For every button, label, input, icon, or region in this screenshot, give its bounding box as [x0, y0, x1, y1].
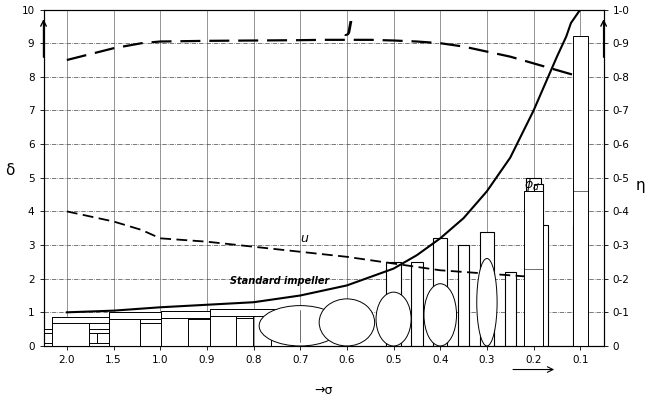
Bar	[527, 178, 541, 346]
Bar	[210, 309, 236, 346]
Bar	[505, 272, 516, 346]
Bar	[433, 238, 447, 346]
Bar	[538, 225, 547, 346]
Bar	[0, 343, 135, 346]
Bar	[161, 311, 188, 346]
Bar	[210, 309, 298, 316]
Bar	[138, 318, 175, 346]
Bar	[181, 312, 212, 346]
Bar	[0, 329, 37, 346]
Text: Standard impeller: Standard impeller	[230, 276, 329, 286]
Ellipse shape	[424, 284, 456, 346]
Bar	[480, 232, 494, 346]
Bar	[534, 185, 543, 346]
Ellipse shape	[477, 258, 497, 346]
Bar	[109, 312, 212, 319]
Bar	[524, 191, 543, 346]
Bar	[52, 318, 89, 346]
Bar	[573, 225, 587, 346]
Text: $\phi_d$: $\phi_d$	[524, 176, 540, 193]
Y-axis label: δ: δ	[6, 163, 15, 178]
Bar	[458, 245, 469, 346]
Bar	[387, 262, 401, 346]
Y-axis label: η: η	[636, 178, 645, 193]
Bar	[411, 262, 422, 346]
Bar	[271, 309, 298, 346]
Bar	[573, 36, 588, 346]
Bar	[225, 311, 253, 346]
Bar	[161, 311, 253, 318]
Bar	[96, 329, 135, 346]
X-axis label: →σ: →σ	[314, 384, 333, 397]
Text: u: u	[300, 232, 308, 245]
Bar	[109, 312, 140, 346]
Bar	[0, 329, 135, 334]
Ellipse shape	[319, 299, 374, 346]
Ellipse shape	[376, 292, 411, 346]
Ellipse shape	[259, 305, 341, 346]
Bar	[52, 318, 175, 323]
Text: J: J	[347, 21, 353, 36]
